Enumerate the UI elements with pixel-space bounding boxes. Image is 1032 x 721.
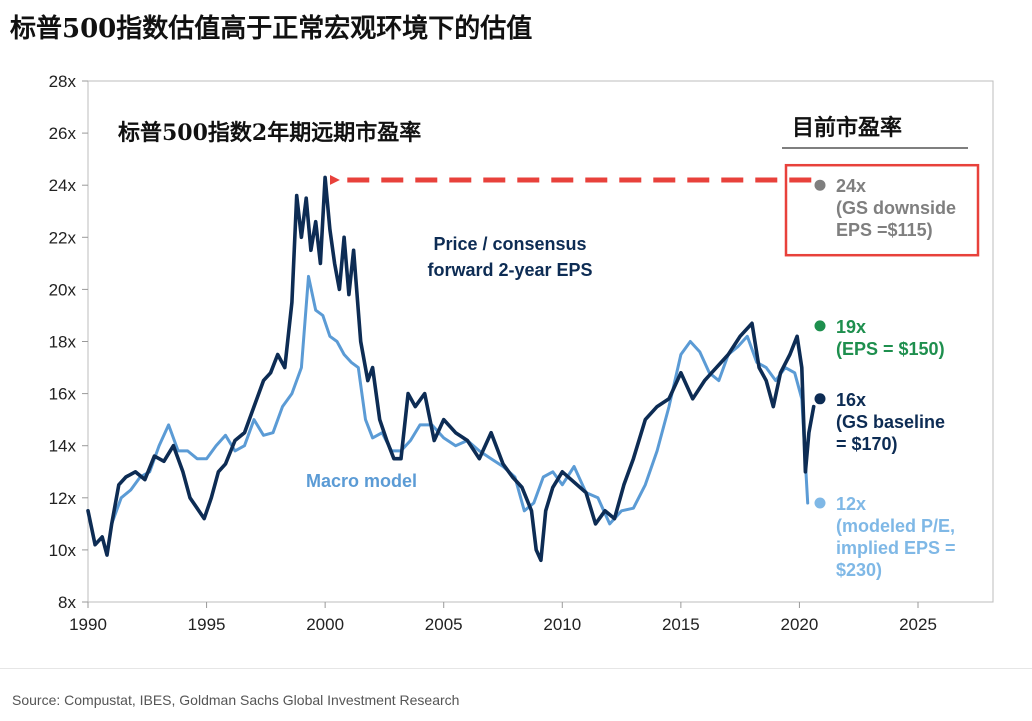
series-layer <box>86 175 816 563</box>
scenario-dot <box>814 393 826 405</box>
y-tick-label: 16x <box>49 385 77 404</box>
chart-title: 标普500指数2年期远期市盈率 <box>118 120 421 146</box>
x-axis: 1990 1995 2000 2005 2010 2015 2020 2025 <box>69 602 937 634</box>
downside-scenario-box <box>784 163 980 257</box>
y-tick-label: 12x <box>49 489 77 508</box>
series-line-price-pe <box>86 175 816 563</box>
scenario-label: $230) <box>836 560 882 580</box>
y-tick-label: 22x <box>49 228 77 247</box>
scenario-dot <box>814 179 826 191</box>
footer-divider <box>0 668 1032 669</box>
macro-model-label: Macro model <box>306 471 417 491</box>
current-pe-label: 目前市盈率 <box>792 115 902 141</box>
x-tick-label: 2015 <box>662 615 700 634</box>
plot-area <box>87 80 994 603</box>
scenario-dot <box>814 497 826 509</box>
scenario-dot <box>814 320 826 332</box>
y-tick-label: 26x <box>49 124 77 143</box>
y-tick-label: 24x <box>49 176 77 195</box>
scenario-label: 16x <box>836 390 866 410</box>
scenario-label: (modeled P/E, <box>836 516 955 536</box>
y-tick-label: 18x <box>49 333 77 352</box>
scenario-label: 12x <box>836 494 866 514</box>
x-tick-label: 1990 <box>69 615 107 634</box>
x-tick-label: 2025 <box>899 615 937 634</box>
y-tick-label: 20x <box>49 280 77 299</box>
price-pe-label-line1: Price / consensus <box>433 234 586 254</box>
scenario-label: 24x <box>836 176 866 196</box>
scenario-label: (GS baseline <box>836 412 945 432</box>
scenario-label: = $170) <box>836 434 898 454</box>
y-tick-label: 28x <box>49 72 77 91</box>
scenario-label: implied EPS = <box>836 538 956 558</box>
scenario-label: (EPS = $150) <box>836 339 945 359</box>
price-pe-label-line2: forward 2-year EPS <box>427 260 592 280</box>
x-tick-label: 2010 <box>543 615 581 634</box>
scenario-label: EPS =$115) <box>836 220 933 240</box>
y-tick-label: 8x <box>58 593 76 612</box>
source-note: Source: Compustat, IBES, Goldman Sachs G… <box>12 692 460 708</box>
page-title: 标普500指数估值高于正常宏观环境下的估值 <box>10 14 533 44</box>
x-tick-label: 1995 <box>188 615 226 634</box>
y-axis: 8x 10x 12x 14x 16x 18x 20x 22x 24x 26x 28x <box>49 72 88 612</box>
y-tick-label: 14x <box>49 437 77 456</box>
x-tick-label: 2000 <box>306 615 344 634</box>
x-tick-label: 2005 <box>425 615 463 634</box>
scenario-label: (GS downside <box>836 198 956 218</box>
y-tick-label: 10x <box>49 541 77 560</box>
scenario-label: 19x <box>836 317 866 337</box>
x-tick-label: 2020 <box>781 615 819 634</box>
